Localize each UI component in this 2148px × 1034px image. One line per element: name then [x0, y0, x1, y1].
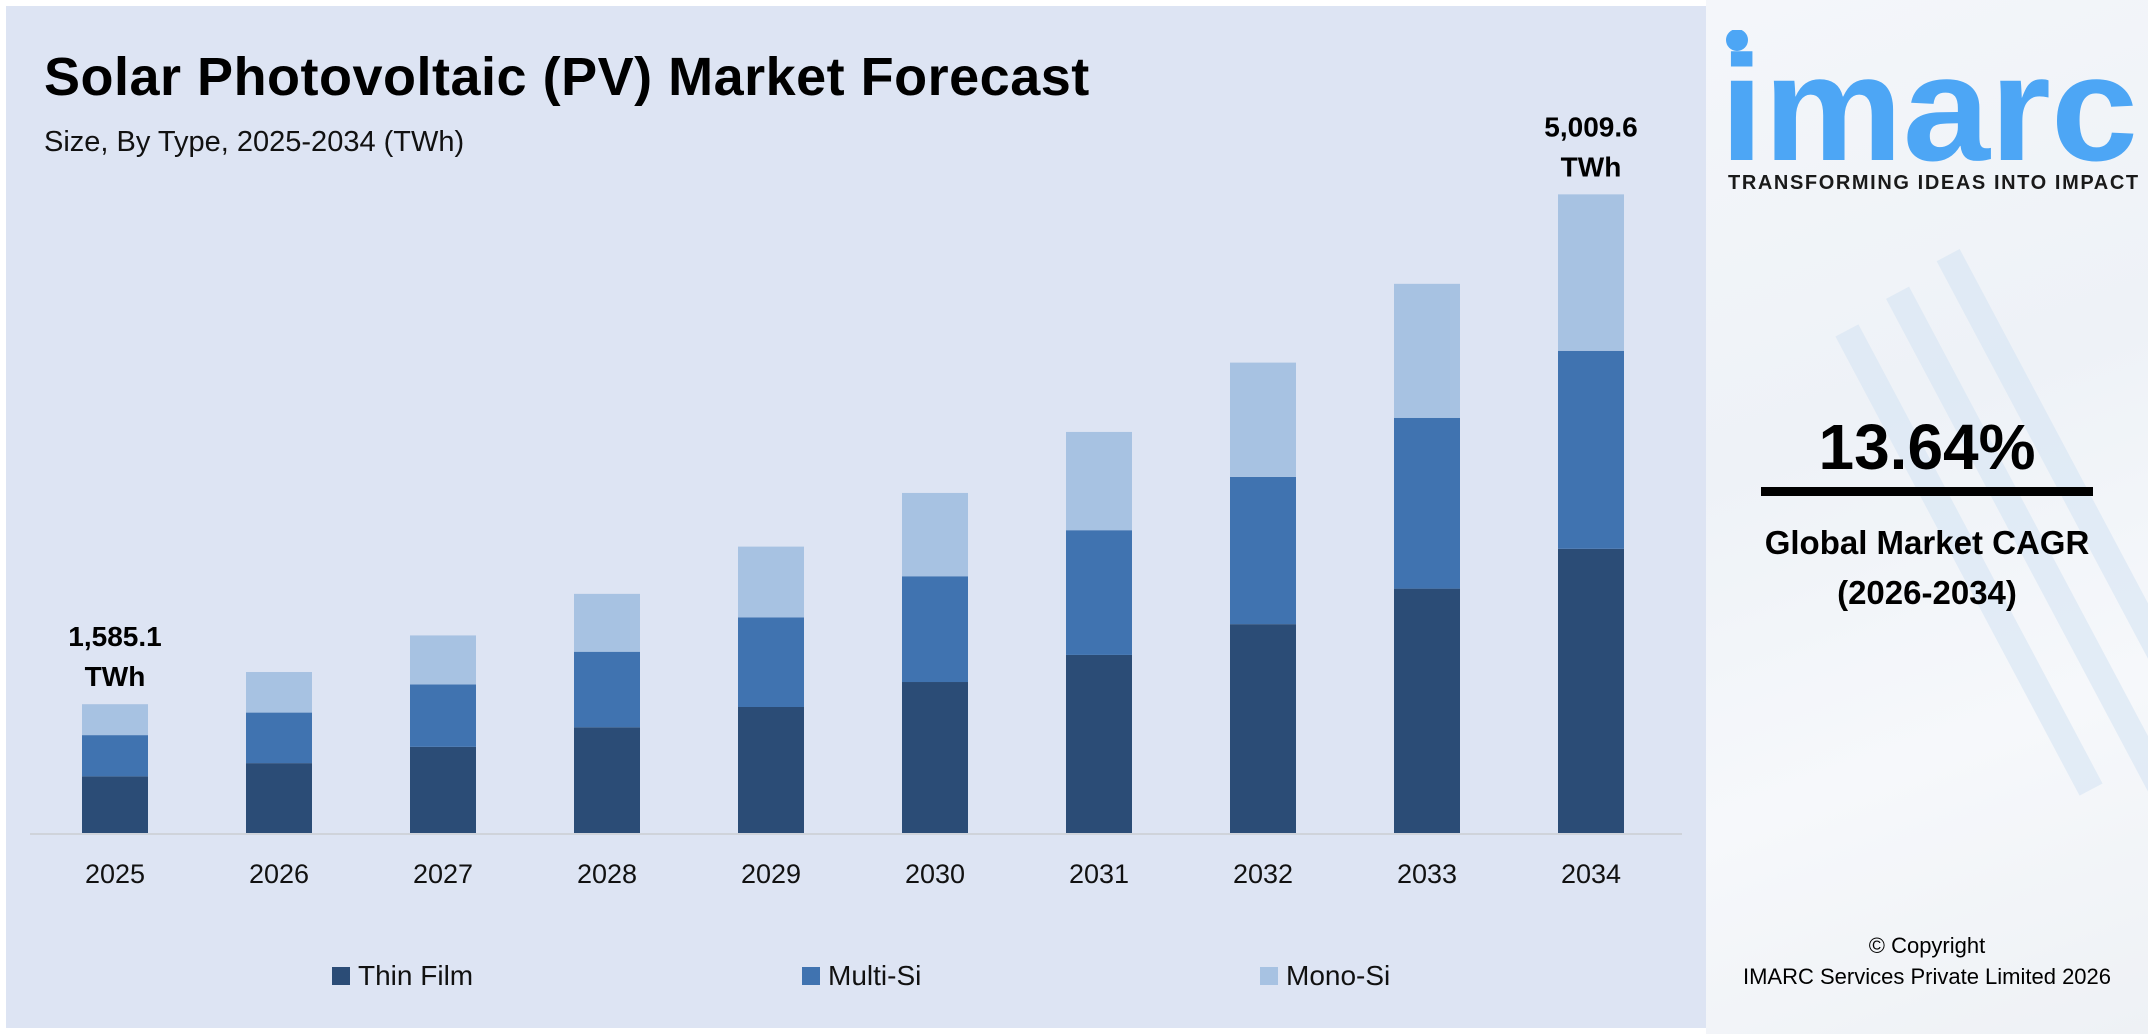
bar-thin-film-2032: [1230, 624, 1296, 833]
bar-mono-si-2031: [1066, 431, 1132, 531]
x-tick-label: 2029: [741, 859, 801, 889]
bar-mono-si-2033: [1394, 283, 1460, 418]
data-label-unit: TWh: [85, 661, 146, 692]
bar-thin-film-2033: [1394, 588, 1460, 833]
svg-text:imarc: imarc: [1720, 30, 2138, 170]
bar-thin-film-2026: [246, 763, 312, 833]
data-label-value: 1,585.1: [68, 621, 161, 652]
legend-item: Multi-Si: [802, 960, 921, 992]
x-tick-label: 2034: [1561, 859, 1621, 889]
x-tick-label: 2025: [85, 859, 145, 889]
bar-multi-si-2033: [1394, 417, 1460, 589]
x-tick-label: 2026: [249, 859, 309, 889]
chart-title: Solar Photovoltaic (PV) Market Forecast: [44, 47, 1090, 107]
bar-mono-si-2026: [246, 672, 312, 713]
divider: [1761, 487, 2093, 496]
bar-thin-film-2034: [1558, 548, 1624, 833]
chart-subtitle: Size, By Type, 2025-2034 (TWh): [44, 126, 465, 158]
cagr-label-title: Global Market CAGR: [1764, 524, 2090, 561]
bar-mono-si-2029: [738, 546, 804, 618]
legend-item: Thin Film: [332, 960, 473, 992]
bar-multi-si-2030: [902, 576, 968, 683]
bar-multi-si-2032: [1230, 476, 1296, 625]
x-tick-label: 2031: [1069, 859, 1129, 889]
legend: Thin Film Multi-Si Mono-Si: [6, 960, 1706, 996]
legend-label: Thin Film: [358, 960, 474, 991]
chart-panel: Solar Photovoltaic (PV) Market Forecast …: [6, 6, 1706, 1028]
legend-label: Multi-Si: [828, 960, 922, 991]
bar-mono-si-2032: [1230, 362, 1296, 477]
bar-mono-si-2034: [1558, 194, 1624, 351]
cagr-label: Global Market CAGR (2026-2034): [1706, 518, 2148, 618]
bar-multi-si-2028: [574, 651, 640, 728]
data-label-unit: TWh: [1561, 151, 1622, 182]
cagr-label-period: (2026-2034): [1837, 574, 2017, 611]
cagr-value: 13.64%: [1818, 411, 2036, 483]
bar-multi-si-2027: [410, 684, 476, 747]
copyright-line: © Copyright: [1868, 933, 1986, 958]
side-panel: imarc TRANSFORMING IDEAS INTO IMPACT 13.…: [1706, 0, 2148, 1034]
legend-swatch: [802, 967, 820, 985]
bar-mono-si-2025: [82, 704, 148, 736]
bar-thin-film-2027: [410, 746, 476, 833]
legend-swatch: [332, 967, 350, 985]
data-label-value: 5,009.6: [1544, 111, 1637, 142]
imarc-logo: imarc: [1720, 30, 2138, 170]
copyright-company: IMARC Services Private Limited 2026: [1742, 964, 2112, 989]
tagline: TRANSFORMING IDEAS INTO IMPACT: [1728, 172, 2140, 194]
bar-thin-film-2025: [82, 776, 148, 833]
x-tick-label: 2032: [1233, 859, 1293, 889]
bar-multi-si-2034: [1558, 350, 1624, 549]
legend-item: Mono-Si: [1260, 960, 1390, 992]
bar-multi-si-2026: [246, 712, 312, 764]
bar-thin-film-2029: [738, 706, 804, 833]
bar-mono-si-2027: [410, 635, 476, 685]
x-tick-label: 2027: [413, 859, 473, 889]
x-tick-label: 2033: [1397, 859, 1457, 889]
bar-mono-si-2030: [902, 492, 968, 577]
bar-thin-film-2030: [902, 682, 968, 833]
legend-swatch: [1260, 967, 1278, 985]
copyright: © Copyright IMARC Services Private Limit…: [1706, 930, 2148, 992]
x-tick-label: 2030: [905, 859, 965, 889]
bar-thin-film-2028: [574, 727, 640, 833]
bar-multi-si-2025: [82, 735, 148, 777]
bar-multi-si-2031: [1066, 530, 1132, 655]
bar-thin-film-2031: [1066, 654, 1132, 833]
legend-label: Mono-Si: [1286, 960, 1391, 991]
bar-mono-si-2028: [574, 593, 640, 652]
bar-multi-si-2029: [738, 617, 804, 707]
stacked-bar-chart: 2025 1,585.1 TWh 2026 2027 2028 2029 2030 2031 20…: [30, 111, 1682, 889]
x-tick-label: 2028: [577, 859, 637, 889]
